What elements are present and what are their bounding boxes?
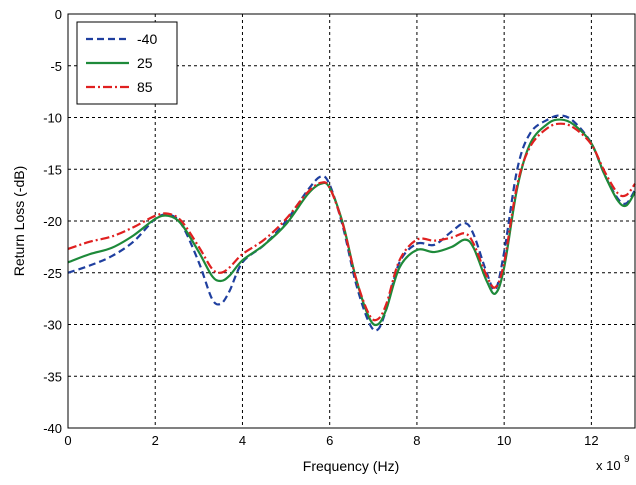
- x-multiplier-exponent: 9: [624, 454, 630, 465]
- y-tick-label: 0: [55, 7, 62, 22]
- x-tick-label: 6: [326, 433, 333, 448]
- series-line-85: [67, 122, 636, 322]
- axis-ticks: 0 2 4 6 8 10 12 0 -5 -10 -15 -20 -25 -30 -35 -40: [43, 7, 598, 448]
- y-tick-label: -15: [43, 162, 62, 177]
- y-tick-label: -10: [43, 111, 62, 126]
- y-tick-label: -5: [50, 59, 62, 74]
- x-axis-label: Frequency (Hz): [303, 458, 399, 474]
- x-multiplier-label: x 10: [596, 458, 621, 473]
- x-tick-label: 10: [497, 433, 511, 448]
- y-axis-label: Return Loss (-dB): [11, 166, 27, 276]
- y-tick-label: -40: [43, 421, 62, 436]
- x-tick-label: 2: [152, 433, 159, 448]
- x-tick-label: 4: [239, 433, 246, 448]
- y-tick-label: -20: [43, 214, 62, 229]
- y-tick-label: -30: [43, 318, 62, 333]
- legend: -40 25 85: [76, 21, 178, 105]
- x-tick-label: 8: [413, 433, 420, 448]
- plot-frame: [67, 13, 636, 429]
- x-tick-label: 12: [584, 433, 598, 448]
- series-line-25: [67, 118, 636, 327]
- legend-label: 25: [137, 55, 153, 71]
- series-layer: [67, 114, 636, 332]
- y-tick-label: -25: [43, 266, 62, 281]
- y-tick-label: -35: [43, 369, 62, 384]
- legend-label: -40: [137, 31, 157, 47]
- legend-label: 85: [137, 79, 153, 95]
- series-line-m40: [67, 114, 636, 332]
- x-tick-label: 0: [64, 433, 71, 448]
